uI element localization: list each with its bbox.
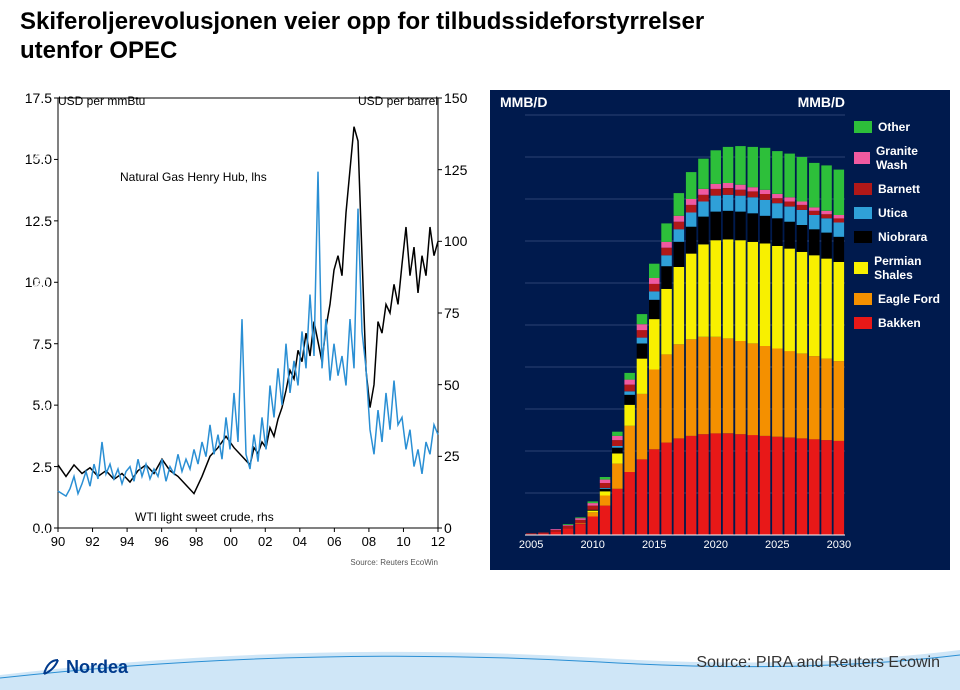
legend-swatch [854,293,872,305]
right-y-tick: 150 [444,90,474,106]
left-x-tick: 04 [285,534,315,549]
legend-swatch [854,121,872,133]
right-y-tick: 2.5 [25,318,50,332]
mmbd-left: MMB/D [500,94,547,110]
legend-label: Permian Shales [874,254,944,282]
right-y-tick: 5.0 [25,108,50,122]
right-x-tick: 2020 [701,539,731,551]
legend-label: Utica [878,206,907,220]
left-chart-source: Source: Reuters EcoWin [350,558,438,567]
left-x-tick: 98 [181,534,211,549]
title-line1: Skiferoljerevolusjonen veier opp for til… [20,8,704,35]
right-y-tick: 1.0 [25,444,50,458]
legend-item: Granite Wash [854,144,944,172]
right-y-tick: 0.5 [25,486,50,500]
right-chart-legend: Other Granite Wash Barnett Utica Niobrara Per… [854,120,944,340]
bottom-source: Source: PIRA and Reuters Ecowin [696,654,940,672]
legend-label: Bakken [878,316,921,330]
page-title: Skiferoljerevolusjonen veier opp for til… [20,8,704,66]
legend-item: Barnett [854,182,944,196]
gas-series-label: Natural Gas Henry Hub, lhs [120,170,267,184]
legend-swatch [854,317,872,329]
legend-item: Eagle Ford [854,292,944,306]
left-x-tick: 92 [78,534,108,549]
left-x-tick: 02 [250,534,280,549]
logo-icon [40,656,62,678]
left-y-tick: 7.5 [22,336,52,352]
left-x-tick: 96 [147,534,177,549]
right-x-tick: 2030 [824,539,854,551]
right-x-tick: 2005 [516,539,546,551]
right-y-tick: 2.0 [25,360,50,374]
wti-series-label: WTI light sweet crude, rhs [135,510,274,524]
legend-item: Bakken [854,316,944,330]
left-x-tick: 10 [388,534,418,549]
left-y-tick: 17.5 [22,90,52,106]
left-x-tick: 08 [354,534,384,549]
legend-item: Niobrara [854,230,944,244]
left-x-tick: 12 [423,534,453,549]
legend-label: Eagle Ford [878,292,940,306]
title-line2: utenfor OPEC [20,37,177,64]
right-y-tick: 75 [444,305,474,321]
right-x-tick: 2025 [762,539,792,551]
right-y-tick: 1.5 [25,402,50,416]
left-chart-svg [20,90,480,570]
right-y-tick: 4.5 [25,150,50,164]
left-unit-label: USD per mmBtu [58,94,145,108]
right-y-tick: 25 [444,448,474,464]
left-y-tick: 12.5 [22,213,52,229]
right-x-tick: 2010 [578,539,608,551]
right-y-tick: 100 [444,233,474,249]
legend-swatch [854,231,872,243]
right-y-tick: 3.0 [25,276,50,290]
right-y-tick: 4.0 [25,192,50,206]
right-y-tick: 3.5 [25,234,50,248]
right-x-tick: 2015 [639,539,669,551]
nordea-logo: Nordea [40,656,128,678]
legend-item: Other [854,120,944,134]
right-y-tick: 125 [444,162,474,178]
legend-label: Barnett [878,182,920,196]
legend-label: Granite Wash [876,144,944,172]
legend-swatch [854,152,870,164]
right-unit-label: USD per barrel [358,94,438,108]
legend-item: Utica [854,206,944,220]
left-y-tick: 2.5 [22,459,52,475]
right-y-tick: 50 [444,377,474,393]
legend-label: Other [878,120,910,134]
legend-swatch [854,207,872,219]
mmbd-right: MMB/D [798,94,845,110]
left-x-tick: 94 [112,534,142,549]
legend-label: Niobrara [878,230,927,244]
right-chart: MMB/D MMB/D Other Granite Wash Barnett Utic… [490,90,950,570]
left-chart: USD per mmBtu USD per barrel Natural Gas… [20,90,480,570]
legend-item: Permian Shales [854,254,944,282]
left-x-tick: 90 [43,534,73,549]
legend-swatch [854,183,872,195]
left-x-tick: 06 [319,534,349,549]
legend-swatch [854,262,868,274]
left-x-tick: 00 [216,534,246,549]
logo-text: Nordea [66,657,128,678]
